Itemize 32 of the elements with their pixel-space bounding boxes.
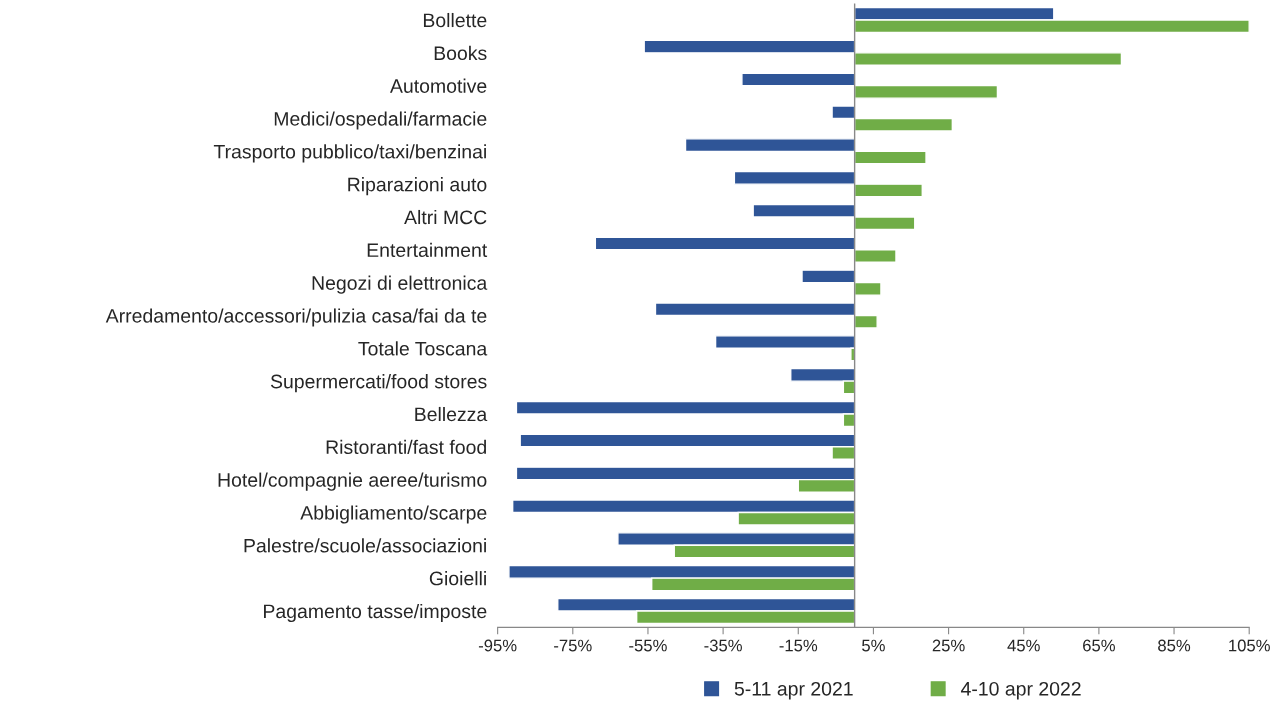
y-tick-label: Negozi di elettronica [312,275,488,294]
y-tick-label: Palestre/scuole/associazioni [244,538,486,553]
x-tick-label: -75% [554,639,592,652]
x-tick-label: -95% [478,639,517,652]
y-tick-label: Bollette [423,12,487,28]
x-tick-label: -55% [629,639,667,652]
y-tick-label: Books [434,45,487,61]
y-tick-label: Supermercati/food stores [270,374,487,393]
x-tick-label: 5% [862,639,885,652]
x-tick-label: 45% [1007,639,1040,652]
y-tick-label: Abbigliamento/scarpe [300,505,487,524]
x-tick-label: 25% [932,639,965,652]
y-tick-label: Hotel/compagnie aeree/turismo [218,472,487,491]
x-tick-label: -35% [704,639,742,652]
y-tick-label: Trasporto pubblico/taxi/benzinai [213,144,486,163]
legend-label: 5-11 apr 2021 [734,681,853,700]
y-tick-label: Entertainment [367,242,488,258]
y-tick-label: Bellezza [415,406,488,422]
y-tick-label: Automotive [390,78,487,93]
y-tick-label: Altri MCC [404,209,487,225]
y-tick-label: Medici/ospedali/farmacie [274,111,487,130]
x-tick-label: 65% [1083,639,1115,652]
legend-label: 4-10 apr 2022 [960,681,1081,700]
x-tick-label: 85% [1158,639,1191,652]
y-tick-label: Gioielli [429,571,486,586]
y-tick-label: Riparazioni auto [348,177,487,196]
y-tick-label: Pagamento tasse/imposte [264,603,487,623]
x-tick-label: 105% [1229,639,1270,652]
y-tick-label: Ristoranti/fast food [326,439,486,455]
y-tick-label: Totale Toscana [358,341,488,356]
x-tick-label: -15% [779,639,818,652]
y-tick-label: Arredamento/accessori/pulizia casa/fai da te [105,308,487,327]
